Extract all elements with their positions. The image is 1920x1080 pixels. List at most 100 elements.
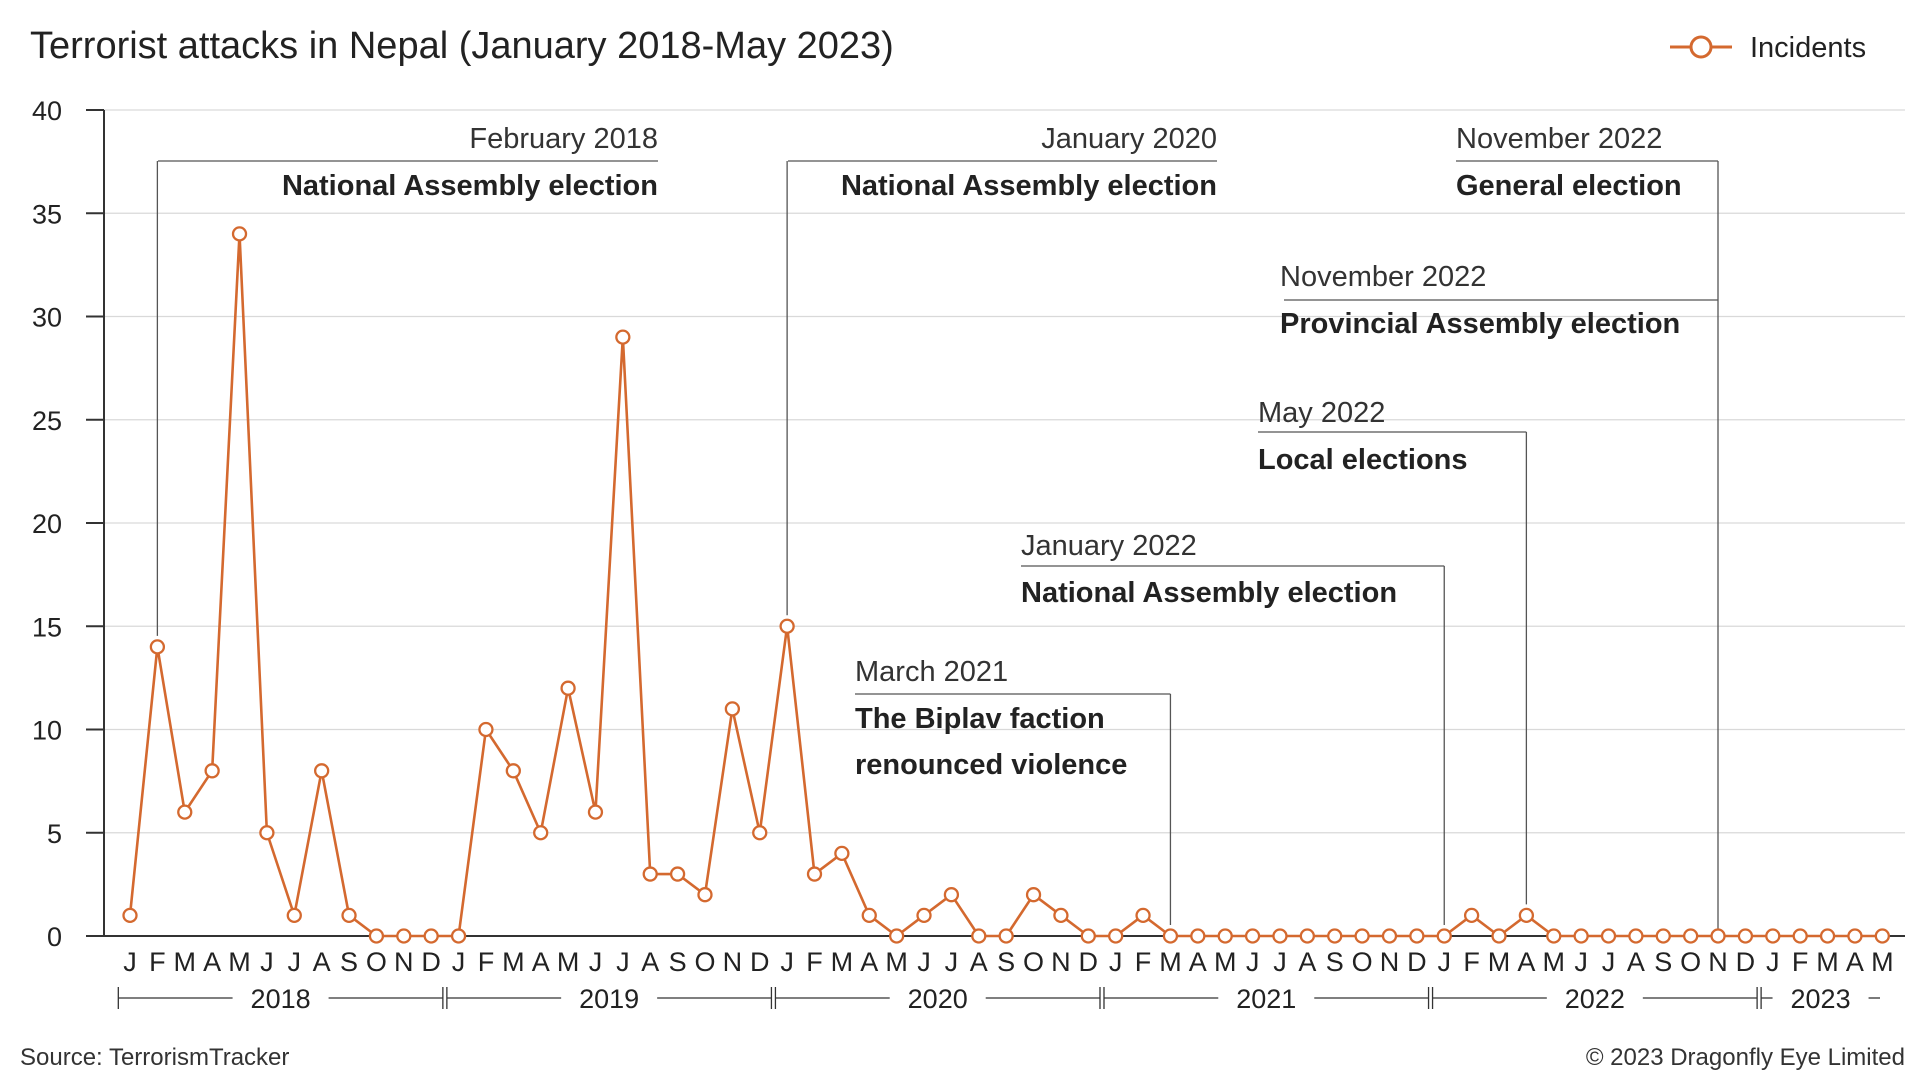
x-tick-label: O	[366, 947, 387, 977]
year-label: 2018	[251, 984, 311, 1014]
annotation-label: National Assembly election	[1021, 577, 1397, 609]
annotation-date: November 2022	[1280, 261, 1486, 293]
annotation-label: renounced violence	[855, 749, 1127, 781]
legend-marker-icon	[1689, 35, 1713, 59]
data-point	[341, 907, 357, 923]
annotation-date: February 2018	[469, 123, 658, 155]
year-label: 2023	[1791, 984, 1851, 1014]
x-tick-label: F	[1463, 947, 1480, 977]
x-tick-label: D	[1736, 947, 1756, 977]
data-point	[1491, 928, 1507, 944]
annotation-date: May 2022	[1258, 397, 1385, 429]
year-label: 2022	[1565, 984, 1625, 1014]
data-point	[916, 907, 932, 923]
annotation-label: National Assembly election	[282, 170, 658, 202]
x-tick-label: J	[1602, 947, 1616, 977]
x-tick-label: D	[750, 947, 770, 977]
x-tick-label: J	[589, 947, 603, 977]
data-point	[450, 928, 467, 944]
data-point	[478, 721, 494, 738]
x-tick-label: A	[970, 947, 988, 977]
x-tick-label: M	[1816, 947, 1839, 977]
y-tick-label: 25	[32, 406, 62, 436]
data-point	[1244, 928, 1261, 944]
x-tick-label: A	[1517, 947, 1535, 977]
data-point	[1327, 928, 1343, 944]
x-tick-label: J	[616, 947, 630, 977]
data-point	[122, 907, 138, 923]
x-tick-label: O	[1680, 947, 1701, 977]
legend-label: Incidents	[1750, 32, 1866, 64]
series-incidents	[122, 226, 1890, 944]
x-tick-label: J	[1437, 947, 1451, 977]
data-point	[1546, 928, 1562, 944]
source-note: Source: TerrorismTracker	[20, 1044, 289, 1071]
data-point	[724, 701, 741, 717]
data-point	[861, 907, 877, 923]
x-tick-label: O	[1352, 947, 1373, 977]
x-tick-label: D	[1079, 947, 1099, 977]
data-point	[1847, 928, 1863, 944]
copyright-note: © 2023 Dragonfly Eye Limited	[1586, 1044, 1905, 1071]
data-point	[1710, 928, 1726, 944]
data-point	[286, 907, 302, 923]
annotation-date: January 2020	[1041, 123, 1217, 155]
data-point	[368, 928, 385, 944]
data-point	[1381, 928, 1398, 944]
x-tick-label: M	[1543, 947, 1566, 977]
data-point	[423, 928, 439, 944]
x-tick-label: O	[1023, 947, 1044, 977]
x-tick-label: N	[723, 947, 743, 977]
y-tick-label: 30	[32, 303, 62, 333]
x-tick-label: J	[1109, 947, 1123, 977]
data-point	[1874, 928, 1890, 944]
x-tick-label: A	[532, 947, 550, 977]
x-tick-label: S	[997, 947, 1015, 977]
data-point	[1080, 928, 1096, 944]
x-tick-label: S	[1654, 947, 1672, 977]
x-tick-label: F	[1792, 947, 1809, 977]
data-point	[1737, 928, 1754, 944]
annotation: November 2022 Provincial Assembly electio…	[1280, 261, 1718, 340]
x-tick-label: A	[860, 947, 878, 977]
x-tick-label: J	[780, 947, 794, 977]
data-point	[1792, 928, 1808, 944]
annotation: May 2022 Local elections	[1258, 397, 1528, 905]
x-tick-label: J	[123, 947, 137, 977]
x-tick-label: M	[1159, 947, 1182, 977]
annotation: January 2020 National Assembly election	[786, 123, 1217, 616]
year-label: 2021	[1236, 984, 1296, 1014]
data-point	[1819, 928, 1836, 944]
y-tick-label: 20	[32, 509, 62, 539]
x-tick-label: A	[1298, 947, 1316, 977]
x-tick-label: S	[1326, 947, 1344, 977]
x-tick-label: M	[228, 947, 251, 977]
annotation: November 2022 General election	[1456, 123, 1719, 936]
data-point	[1299, 928, 1315, 944]
x-tick-label: J	[1273, 947, 1287, 977]
data-point	[697, 887, 713, 903]
x-tick-label: M	[1214, 947, 1237, 977]
x-tick-label: M	[1871, 947, 1894, 977]
data-point	[1190, 928, 1206, 944]
data-point	[204, 763, 220, 779]
x-tick-label: M	[174, 947, 197, 977]
data-point	[943, 887, 960, 903]
annotation-label: Local elections	[1258, 444, 1468, 476]
data-point	[669, 866, 686, 882]
x-tick-label: M	[1488, 947, 1511, 977]
x-tick-label: F	[1135, 947, 1152, 977]
x-tick-label: J	[945, 947, 959, 977]
annotation: January 2022 National Assembly election	[1021, 530, 1445, 925]
data-point	[505, 763, 521, 779]
data-point	[396, 928, 412, 944]
chart-title: Terrorist attacks in Nepal (January 2018…	[30, 25, 894, 67]
x-tick-label: J	[1574, 947, 1588, 977]
data-point	[1162, 928, 1179, 944]
x-tick-label: A	[203, 947, 221, 977]
annotation-date: January 2022	[1021, 530, 1197, 562]
data-point	[888, 928, 905, 944]
